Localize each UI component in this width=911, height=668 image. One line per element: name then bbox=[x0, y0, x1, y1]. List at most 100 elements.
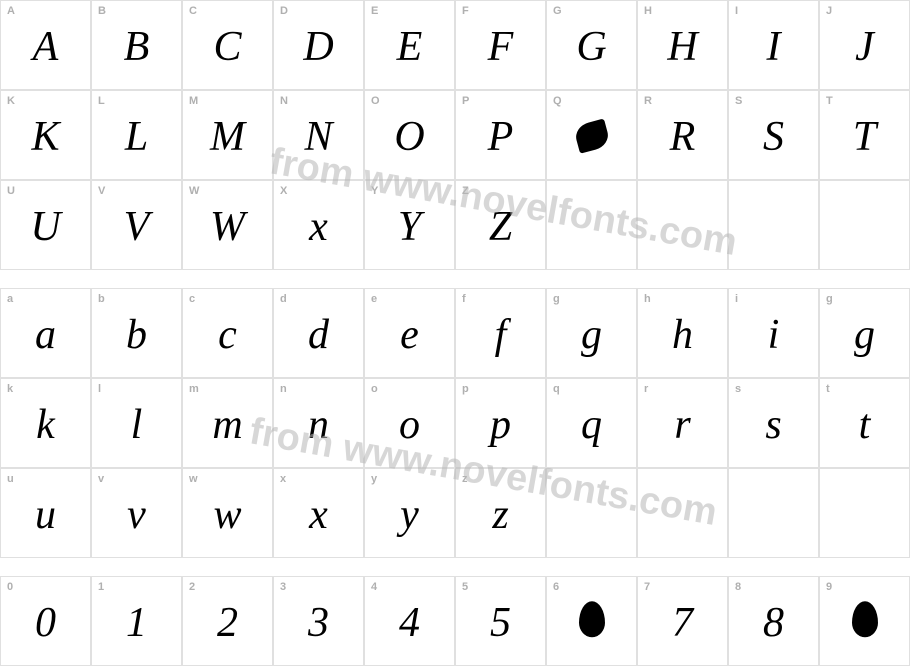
cell-glyph: I bbox=[767, 26, 781, 68]
glyph-cell: EE bbox=[364, 0, 455, 90]
glyph-cell: tt bbox=[819, 378, 910, 468]
grid-row: UUVVWWXxYYZZ bbox=[0, 180, 911, 270]
cell-label: J bbox=[826, 5, 832, 17]
cell-glyph: v bbox=[127, 494, 146, 536]
glyph-cell: Q bbox=[546, 90, 637, 180]
cell-label: 9 bbox=[826, 581, 832, 593]
cell-label: y bbox=[371, 473, 377, 485]
glyph-cell: MM bbox=[182, 90, 273, 180]
cell-glyph: i bbox=[768, 314, 780, 356]
glyph-cell bbox=[728, 180, 819, 270]
cell-label: F bbox=[462, 5, 469, 17]
cell-label: V bbox=[98, 185, 105, 197]
cell-label: h bbox=[644, 293, 651, 305]
cell-label: P bbox=[462, 95, 469, 107]
cell-glyph bbox=[576, 116, 608, 158]
glyph-cell bbox=[637, 180, 728, 270]
glyph-cell: yy bbox=[364, 468, 455, 558]
cell-label: t bbox=[826, 383, 830, 395]
grid-row: 001122334455677889 bbox=[0, 576, 911, 666]
cell-label: W bbox=[189, 185, 199, 197]
cell-label: e bbox=[371, 293, 377, 305]
cell-label: g bbox=[826, 293, 833, 305]
glyph-cell: FF bbox=[455, 0, 546, 90]
cell-glyph: y bbox=[400, 494, 419, 536]
glyph-cell bbox=[728, 468, 819, 558]
cell-label: H bbox=[644, 5, 652, 17]
cell-label: l bbox=[98, 383, 101, 395]
cell-glyph: H bbox=[667, 26, 697, 68]
cell-label: 6 bbox=[553, 581, 559, 593]
cell-label: T bbox=[826, 95, 833, 107]
glyph-cell: TT bbox=[819, 90, 910, 180]
cell-glyph: a bbox=[35, 314, 56, 356]
glyph-cell: 33 bbox=[273, 576, 364, 666]
cell-label: O bbox=[371, 95, 380, 107]
solid-drop-glyph-icon bbox=[579, 601, 605, 637]
glyph-cell: II bbox=[728, 0, 819, 90]
glyph-cell: 55 bbox=[455, 576, 546, 666]
glyph-cell: 11 bbox=[91, 576, 182, 666]
glyph-cell: rr bbox=[637, 378, 728, 468]
cell-glyph: g bbox=[581, 314, 602, 356]
glyph-cell: mm bbox=[182, 378, 273, 468]
cell-glyph: 1 bbox=[126, 602, 147, 644]
cell-glyph: O bbox=[394, 116, 424, 158]
cell-label: Q bbox=[553, 95, 562, 107]
cell-glyph: T bbox=[853, 116, 876, 158]
cell-label: M bbox=[189, 95, 198, 107]
cell-label: E bbox=[371, 5, 378, 17]
cell-glyph: W bbox=[210, 206, 245, 248]
cell-label: D bbox=[280, 5, 288, 17]
glyph-cell: HH bbox=[637, 0, 728, 90]
glyph-cell: pp bbox=[455, 378, 546, 468]
glyph-cell: NN bbox=[273, 90, 364, 180]
cell-label: C bbox=[189, 5, 197, 17]
cell-label: 2 bbox=[189, 581, 195, 593]
cell-glyph: Y bbox=[398, 206, 421, 248]
glyph-cell: qq bbox=[546, 378, 637, 468]
glyph-cell: 77 bbox=[637, 576, 728, 666]
grid-row: kkllmmnnooppqqrrsstt bbox=[0, 378, 911, 468]
cell-label: n bbox=[280, 383, 287, 395]
cell-glyph: G bbox=[576, 26, 606, 68]
cell-glyph: w bbox=[213, 494, 241, 536]
glyph-cell: oo bbox=[364, 378, 455, 468]
cell-glyph: z bbox=[492, 494, 508, 536]
glyph-cell: ZZ bbox=[455, 180, 546, 270]
glyph-cell: 44 bbox=[364, 576, 455, 666]
cell-label: r bbox=[644, 383, 648, 395]
glyph-cell: ff bbox=[455, 288, 546, 378]
glyph-cell: dd bbox=[273, 288, 364, 378]
font-specimen-grid: AABBCCDDEEFFGGHHIIJJKKLLMMNNOOPPQRRSSTTU… bbox=[0, 0, 911, 668]
glyph-cell: YY bbox=[364, 180, 455, 270]
section-gap bbox=[0, 270, 911, 288]
cell-glyph: 5 bbox=[490, 602, 511, 644]
glyph-cell: 6 bbox=[546, 576, 637, 666]
cell-glyph: d bbox=[308, 314, 329, 356]
glyph-cell: ss bbox=[728, 378, 819, 468]
cell-label: 0 bbox=[7, 581, 13, 593]
cell-label: B bbox=[98, 5, 106, 17]
cell-glyph: k bbox=[36, 404, 55, 446]
cell-label: m bbox=[189, 383, 199, 395]
glyph-cell bbox=[546, 468, 637, 558]
glyph-cell: LL bbox=[91, 90, 182, 180]
cell-label: X bbox=[280, 185, 287, 197]
cell-label: S bbox=[735, 95, 742, 107]
cell-glyph bbox=[579, 601, 605, 645]
cell-label: o bbox=[371, 383, 378, 395]
cell-label: w bbox=[189, 473, 198, 485]
glyph-cell: 9 bbox=[819, 576, 910, 666]
cell-label: s bbox=[735, 383, 741, 395]
cell-glyph: J bbox=[855, 26, 874, 68]
cell-label: K bbox=[7, 95, 15, 107]
cell-glyph: x bbox=[309, 494, 328, 536]
cell-glyph: e bbox=[400, 314, 419, 356]
cell-label: g bbox=[553, 293, 560, 305]
cell-glyph: t bbox=[859, 404, 871, 446]
cell-label: I bbox=[735, 5, 738, 17]
cell-glyph: U bbox=[30, 206, 60, 248]
cell-glyph: F bbox=[488, 26, 514, 68]
cell-label: 5 bbox=[462, 581, 468, 593]
